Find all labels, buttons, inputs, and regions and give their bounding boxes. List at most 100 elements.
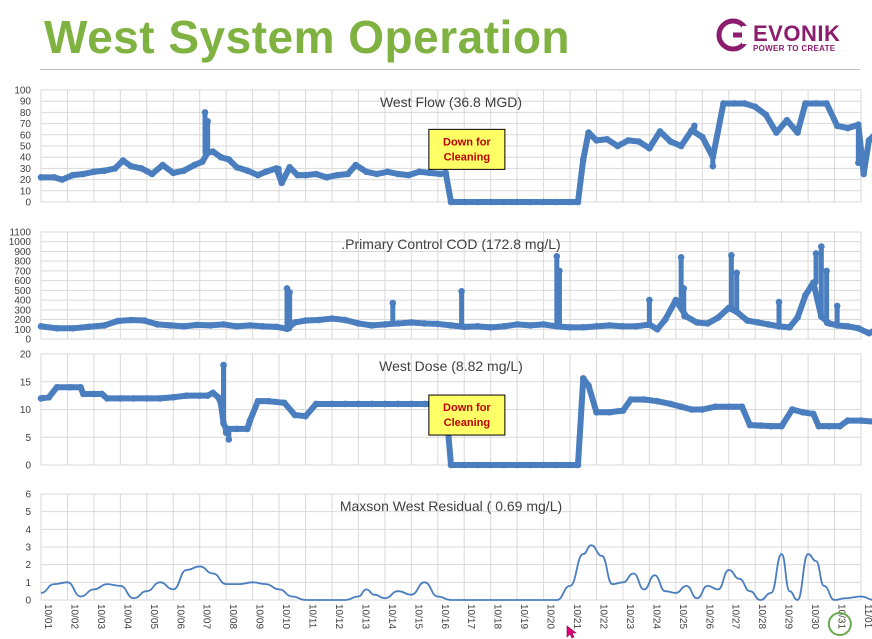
down-for-cleaning-callout: Down for Cleaning	[428, 128, 506, 170]
data-point	[209, 389, 217, 397]
data-point	[693, 319, 701, 326]
data-point	[765, 321, 772, 328]
data-point	[527, 322, 534, 329]
data-point	[254, 397, 262, 405]
data-point	[799, 408, 807, 416]
callout-text-line2: Cleaning	[444, 151, 490, 163]
data-point	[341, 400, 349, 408]
data-point	[217, 153, 225, 161]
data-point	[857, 417, 865, 424]
data-point	[169, 393, 177, 401]
data-point	[741, 100, 748, 107]
data-point	[246, 322, 254, 329]
y-tick-label: 80	[20, 108, 32, 119]
data-point	[85, 323, 92, 331]
data-point	[513, 461, 521, 469]
data-point	[725, 403, 733, 411]
data-point	[225, 156, 233, 163]
chart-title: Maxson West Residual ( 0.69 mg/L)	[340, 498, 562, 514]
data-point	[606, 408, 614, 416]
spike-point	[709, 162, 717, 170]
data-point	[500, 323, 508, 330]
highlight-circle	[827, 612, 852, 636]
x-tick-label: 10/09	[254, 604, 265, 629]
data-point	[865, 329, 872, 337]
x-tick-label: 10/11	[307, 604, 318, 629]
data-point	[69, 171, 77, 179]
spike-point	[204, 118, 211, 125]
data-point	[191, 161, 198, 169]
data-point	[259, 323, 267, 330]
data-point	[460, 461, 468, 469]
x-tick-label: 10/25	[677, 604, 688, 629]
data-point	[474, 198, 481, 206]
data-point	[566, 324, 574, 331]
y-tick-label: 40	[20, 153, 32, 164]
y-tick-label: 0	[25, 198, 31, 209]
data-point	[37, 395, 45, 402]
data-point	[281, 399, 288, 407]
y-tick-label: 500	[14, 286, 31, 297]
data-point	[140, 317, 148, 324]
data-point	[447, 322, 455, 329]
data-point	[381, 400, 389, 408]
data-point	[154, 321, 161, 328]
data-point	[553, 461, 561, 469]
data-point	[553, 198, 561, 206]
y-tick-label: 0	[25, 596, 31, 607]
x-tick-label: 10/08	[227, 604, 238, 629]
data-point	[593, 137, 600, 144]
y-tick-label: 900	[14, 247, 31, 258]
residual-series-line	[40, 544, 872, 601]
spike-point	[579, 375, 587, 382]
data-point	[53, 325, 61, 332]
spike-point	[553, 253, 561, 260]
data-point	[111, 165, 119, 172]
spike-point	[646, 296, 653, 304]
y-tick-label: 1	[25, 578, 31, 589]
y-tick-label: 20	[20, 175, 32, 186]
data-point	[103, 395, 111, 402]
data-point	[143, 395, 151, 402]
data-point	[593, 323, 600, 330]
data-point	[865, 137, 872, 144]
y-tick-label: 5	[25, 507, 31, 518]
data-point	[579, 156, 587, 163]
data-point	[355, 320, 362, 327]
data-point	[513, 321, 521, 328]
data-point	[746, 421, 754, 429]
data-point	[415, 168, 423, 176]
y-tick-label: 70	[20, 119, 32, 130]
chart-panel-4: 0 1 2 3 4 5 6 Maxson West Residual ( 0.69 mg/L)	[25, 490, 872, 607]
chart-title: .Primary Control COD (172.8 mg/L)	[341, 236, 560, 252]
chart-panel-3: 0 5 10 15 20 West Dose (8.82 mg/L) Down for Cle…	[20, 350, 872, 472]
x-tick-label: 10/18	[492, 604, 503, 629]
plot-frame	[40, 231, 862, 340]
data-point	[244, 167, 251, 174]
x-tick-label: 10/26	[703, 604, 714, 629]
data-point	[421, 320, 428, 327]
data-point	[278, 179, 286, 187]
data-point	[130, 395, 137, 402]
data-point	[738, 403, 746, 411]
data-point	[114, 317, 122, 325]
data-point	[825, 422, 833, 430]
y-tick-label: 90	[20, 97, 32, 108]
y-tick-label: 700	[14, 266, 31, 277]
data-point	[355, 400, 362, 408]
data-point	[667, 400, 674, 408]
y-tick-label: 400	[14, 296, 31, 307]
data-point	[487, 461, 494, 469]
data-point	[302, 317, 309, 324]
data-point	[762, 111, 770, 118]
data-point	[487, 198, 494, 206]
data-point	[405, 171, 412, 179]
down-for-cleaning-callout: Down for Cleaning	[428, 394, 506, 436]
data-point	[474, 323, 481, 330]
data-point	[373, 170, 381, 178]
x-tick-label: 10/12	[333, 604, 344, 629]
data-point	[193, 321, 201, 329]
data-point	[53, 384, 61, 391]
y-tick-label: 100	[14, 86, 31, 97]
y-tick-label: 100	[14, 325, 31, 336]
